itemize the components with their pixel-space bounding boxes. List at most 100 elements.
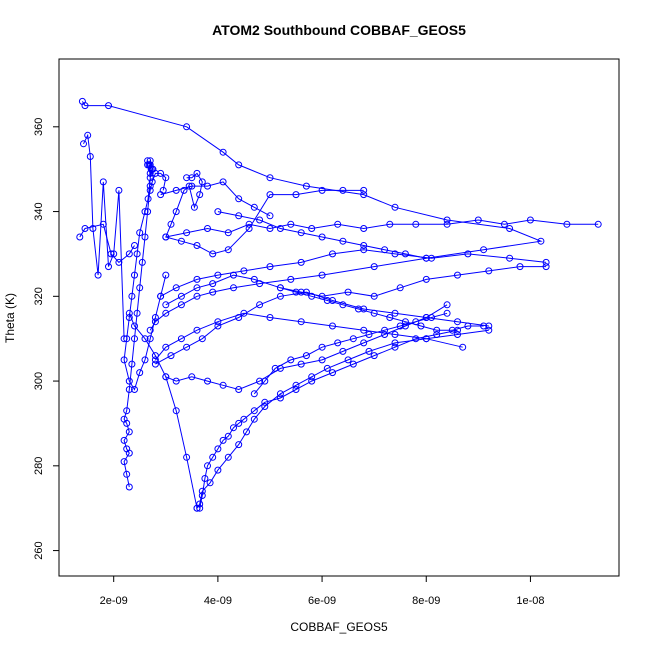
data-point xyxy=(214,322,222,330)
data-point xyxy=(125,428,133,436)
chart-title: ATOM2 Southbound COBBAF_GEOS5 xyxy=(212,22,466,38)
data-point xyxy=(224,432,232,440)
data-point xyxy=(261,403,269,410)
series-line-6 xyxy=(165,172,364,255)
data-point xyxy=(349,335,357,343)
data-point xyxy=(105,263,112,271)
data-point xyxy=(131,386,138,393)
data-point xyxy=(183,229,191,237)
data-point xyxy=(500,220,508,228)
series-line-10 xyxy=(155,291,489,365)
data-point xyxy=(287,275,295,283)
data-point xyxy=(193,504,201,512)
data-point xyxy=(190,203,198,211)
data-point xyxy=(287,356,295,364)
data-point xyxy=(318,186,326,194)
data-point xyxy=(206,479,214,487)
data-point xyxy=(172,208,180,216)
data-point xyxy=(526,216,534,224)
data-point xyxy=(136,229,144,237)
data-point xyxy=(480,322,488,330)
data-point xyxy=(412,220,420,228)
data-point xyxy=(224,453,232,461)
series-lines xyxy=(79,101,599,509)
data-point xyxy=(391,203,399,211)
data-point xyxy=(302,352,310,360)
data-point xyxy=(318,271,326,279)
data-point xyxy=(422,314,430,321)
data-point xyxy=(428,314,435,321)
data-point xyxy=(151,356,159,364)
data-point xyxy=(235,195,243,203)
data-point xyxy=(370,292,378,300)
data-point xyxy=(297,318,305,326)
data-point xyxy=(250,415,258,423)
data-point xyxy=(131,242,138,249)
data-point xyxy=(144,208,152,216)
data-point xyxy=(151,318,159,326)
data-point xyxy=(235,441,243,449)
data-point xyxy=(99,220,107,228)
data-point xyxy=(391,309,399,317)
data-point xyxy=(250,407,258,415)
data-point xyxy=(235,161,243,169)
data-point xyxy=(360,225,368,232)
data-point xyxy=(261,377,269,385)
data-point xyxy=(84,131,92,139)
data-point xyxy=(329,322,336,330)
data-point xyxy=(276,394,284,402)
data-point xyxy=(542,263,550,271)
data-point xyxy=(443,301,451,309)
data-point xyxy=(214,318,222,326)
data-point xyxy=(276,225,284,232)
x-tick-label: 1e-08 xyxy=(516,595,544,607)
data-point xyxy=(243,428,250,436)
data-point xyxy=(339,186,347,194)
data-point xyxy=(146,186,154,194)
data-point xyxy=(172,284,180,292)
data-point xyxy=(485,326,493,334)
data-point xyxy=(344,288,352,296)
x-axis-label: COBBAF_GEOS5 xyxy=(290,620,388,634)
data-point xyxy=(136,284,144,292)
data-point xyxy=(105,102,112,110)
data-point xyxy=(198,487,206,495)
data-point xyxy=(193,169,201,177)
data-point xyxy=(110,250,118,258)
data-point xyxy=(240,267,248,275)
data-point xyxy=(172,377,180,385)
x-axis: 2e-09 4e-09 6e-09 8e-09 1e-08 xyxy=(100,576,545,607)
data-point xyxy=(219,436,227,444)
x-tick-label: 4e-09 xyxy=(204,595,232,607)
data-point xyxy=(167,220,175,228)
data-point xyxy=(162,343,170,351)
data-point xyxy=(177,301,185,309)
data-point xyxy=(219,178,227,186)
data-point xyxy=(188,182,196,190)
y-tick-label: 300 xyxy=(33,372,45,390)
data-point xyxy=(276,284,284,292)
data-point xyxy=(339,237,347,245)
data-point xyxy=(386,314,394,321)
data-point xyxy=(516,263,524,271)
data-point xyxy=(360,186,368,194)
data-point xyxy=(480,246,488,254)
data-point xyxy=(204,182,211,190)
data-point xyxy=(318,292,326,300)
data-point xyxy=(125,483,133,491)
data-point xyxy=(454,326,461,334)
data-point xyxy=(81,102,89,110)
data-point xyxy=(240,309,248,317)
data-point xyxy=(214,208,222,216)
data-point xyxy=(454,318,461,326)
y-axis-label: Theta (K) xyxy=(3,293,17,343)
data-point xyxy=(180,186,188,194)
data-point xyxy=(230,271,237,279)
data-point xyxy=(349,360,357,368)
data-point xyxy=(167,352,175,360)
series-line-14 xyxy=(128,313,198,509)
data-point xyxy=(157,191,165,199)
data-point xyxy=(266,212,274,220)
data-point xyxy=(141,233,149,241)
